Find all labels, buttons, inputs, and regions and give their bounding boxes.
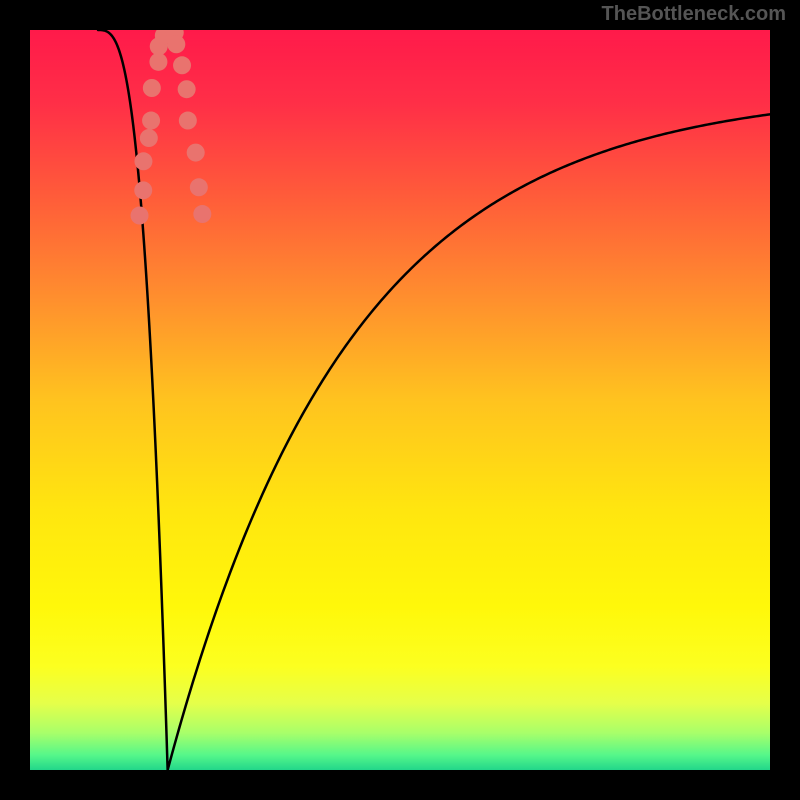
marker-point — [178, 80, 196, 98]
marker-point — [134, 181, 152, 199]
chart-container: TheBottleneck.com — [0, 0, 800, 800]
marker-point — [143, 79, 161, 97]
marker-point — [193, 205, 211, 223]
marker-point — [142, 112, 160, 130]
marker-point — [179, 112, 197, 130]
marker-point — [134, 152, 152, 170]
marker-point — [167, 35, 185, 53]
marker-point — [140, 129, 158, 147]
marker-point — [187, 144, 205, 162]
watermark-text: TheBottleneck.com — [602, 3, 786, 26]
marker-point — [173, 56, 191, 74]
plot-area — [30, 30, 770, 770]
marker-point — [190, 178, 208, 196]
marker-point — [149, 53, 167, 71]
marker-point — [131, 207, 149, 225]
plot-svg — [30, 30, 770, 770]
